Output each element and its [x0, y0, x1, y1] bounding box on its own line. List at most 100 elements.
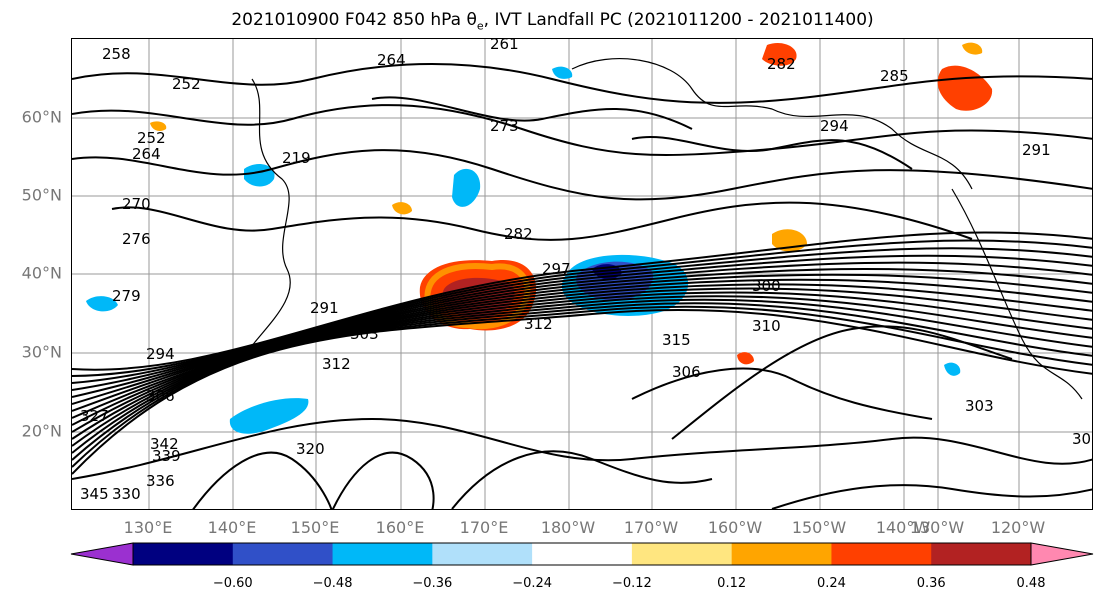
contour-label: 282 — [504, 225, 533, 243]
colorbar-tick-label: −0.12 — [611, 576, 652, 591]
contour-label: 320 — [296, 440, 325, 458]
cool-blob-japan — [229, 398, 309, 434]
contour-label: 327 — [80, 407, 109, 425]
contour-line — [72, 298, 1092, 454]
cool-blob-west — [86, 296, 118, 312]
contour-line — [72, 247, 1092, 384]
contour-labels: 2582522522642612732822852942912192822973… — [80, 39, 1093, 503]
contour-label: 330 — [112, 485, 141, 503]
coastlines — [241, 58, 1083, 400]
contour-label: 294 — [820, 117, 849, 135]
lon-label-120w: 120°W — [990, 518, 1046, 537]
lon-label-140w: 140°W — [875, 518, 931, 537]
lon-label-180w: 180°W — [540, 518, 596, 537]
contour-line — [72, 283, 1092, 426]
warm-blob-small-1 — [392, 202, 412, 215]
contour-label: 315 — [662, 331, 691, 349]
contour-line — [631, 135, 913, 170]
contour-label: 306 — [1072, 430, 1093, 448]
contour-label: 252 — [172, 75, 201, 93]
theta-e-contours — [72, 63, 1092, 509]
contour-label: 345 — [80, 485, 109, 503]
contour-label: 297 — [542, 260, 571, 278]
cool-blob-bering — [552, 66, 573, 79]
warm-blob-small-4 — [150, 121, 167, 131]
contour-line — [72, 239, 1092, 377]
contour-line — [72, 149, 1092, 201]
contour-label: 312 — [322, 355, 351, 373]
contour-label: 312 — [524, 315, 553, 333]
warm-blob-alaska — [937, 65, 993, 111]
warm-blob-small-3 — [737, 352, 754, 365]
colorbar — [70, 542, 1094, 566]
lon-label-130e: 130°E — [123, 518, 173, 537]
contour-line — [72, 104, 1092, 156]
map-panel: 258 252 252 264 261 273 282 285 294 291 219 282 297 3… — [71, 38, 1093, 510]
warm-blob-nw — [762, 42, 797, 66]
colorbar-tick-label: 0.36 — [916, 576, 946, 591]
contour-line — [72, 231, 1092, 371]
contour-label: 306 — [146, 387, 175, 405]
cool-blob-kamchatka — [452, 168, 481, 207]
contour-label: 306 — [672, 363, 701, 381]
contour-label: 285 — [880, 67, 909, 85]
contour-label: 294 — [146, 345, 175, 363]
contour-label: 264 — [377, 51, 406, 69]
contour-line — [72, 261, 1092, 398]
contour-line — [72, 305, 1092, 468]
contour-line — [72, 254, 1092, 391]
contour-line — [72, 278, 1092, 419]
lon-label-150e: 150°E — [290, 518, 340, 537]
colorbar-segment — [332, 543, 433, 565]
contour-line — [72, 417, 1092, 480]
contour-label: 300 — [752, 277, 781, 295]
contour-line — [72, 273, 1092, 412]
contour-label: 219 — [282, 149, 311, 167]
colorbar-segment — [831, 543, 932, 565]
lon-label-170w: 170°W — [623, 518, 679, 537]
contour-label: 273 — [490, 117, 519, 135]
colorbar-segment — [731, 543, 832, 565]
contour-label: 339 — [152, 447, 181, 465]
colorbar-tick-label: 0.12 — [717, 576, 747, 591]
colorbar-segment — [232, 543, 334, 565]
colorbar-segment — [432, 543, 533, 565]
contour-label: 279 — [112, 287, 141, 305]
colorbar-segment — [532, 543, 633, 565]
lat-label-40n: 40°N — [21, 263, 62, 283]
lon-label-130w: 130°W — [909, 518, 965, 537]
colorbar-extend-low — [70, 542, 134, 566]
cool-blob-east — [944, 362, 961, 376]
contour-line — [72, 268, 1092, 405]
lat-label-60n: 60°N — [21, 107, 62, 127]
contour-line — [451, 450, 713, 509]
map-title: 2021010900 F042 850 hPa θe, IVT Landfall… — [231, 10, 874, 33]
contour-label: 303 — [965, 397, 994, 415]
contour-line — [371, 96, 693, 130]
colorbar-tick-label: −0.60 — [212, 576, 253, 591]
contour-label: 291 — [310, 299, 339, 317]
contour-label: 342 — [150, 435, 179, 453]
colorbar-outline — [132, 542, 1032, 566]
lon-label-160w: 160°W — [707, 518, 763, 537]
contour-label: 336 — [146, 472, 175, 490]
map-canvas: 2582522522642612732822852942912192822973… — [72, 39, 1093, 509]
contour-label: 303 — [350, 325, 379, 343]
contour-line — [331, 451, 435, 509]
contour-label: 310 — [752, 317, 781, 335]
lon-label-140e: 140°E — [207, 518, 257, 537]
colorbar-extend-high — [1030, 542, 1094, 566]
colorbar-tick-label: 0.24 — [816, 576, 846, 591]
colorbar-tick-label: 0.48 — [1016, 576, 1046, 591]
lat-label-20n: 20°N — [21, 421, 62, 441]
contour-label: 264 — [132, 145, 161, 163]
contour-line — [72, 295, 1092, 447]
lon-label-160e: 160°E — [375, 518, 425, 537]
contour-line — [72, 63, 1092, 104]
contour-label: 258 — [102, 45, 131, 63]
colorbar-tick-label: −0.48 — [312, 576, 353, 591]
lon-label-150w: 150°W — [791, 518, 847, 537]
colorbar-segment — [931, 543, 1032, 565]
contour-label: 276 — [122, 230, 151, 248]
contour-line — [671, 325, 1013, 440]
